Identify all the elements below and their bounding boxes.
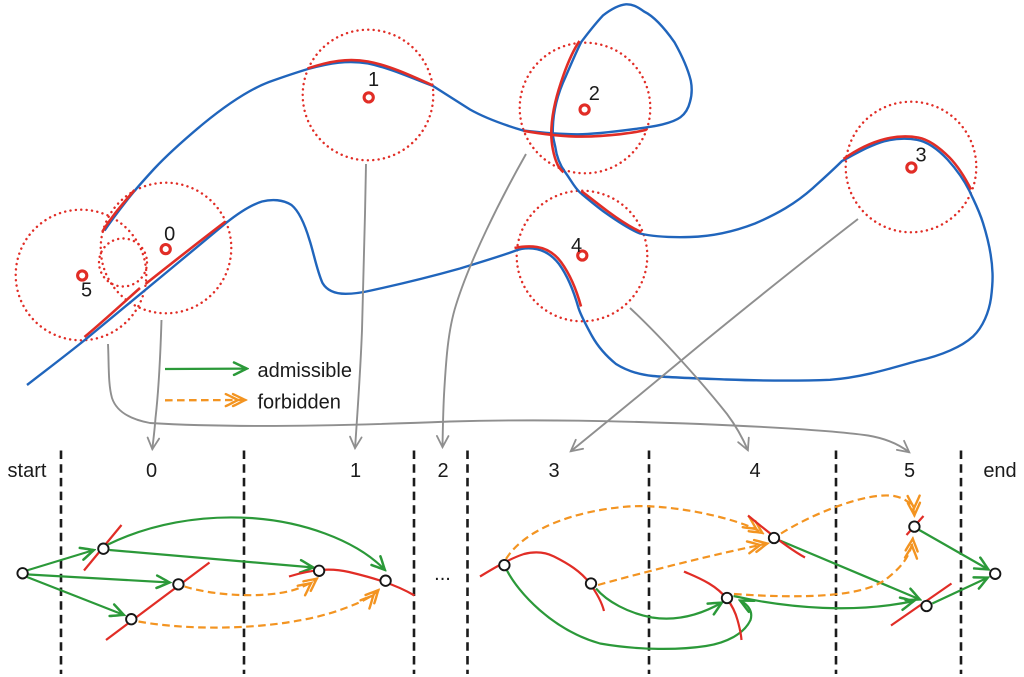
svg-text:5: 5 [81, 280, 92, 302]
svg-text:5: 5 [904, 460, 915, 482]
svg-text:4: 4 [571, 235, 582, 257]
svg-text:...: ... [434, 563, 451, 585]
svg-text:2: 2 [437, 460, 448, 482]
svg-text:start: start [8, 460, 47, 482]
svg-text:3: 3 [915, 145, 926, 167]
svg-text:end: end [983, 460, 1016, 482]
svg-text:0: 0 [146, 460, 157, 482]
svg-text:3: 3 [548, 460, 559, 482]
svg-text:4: 4 [749, 460, 760, 482]
svg-text:1: 1 [350, 460, 361, 482]
svg-text:2: 2 [589, 83, 600, 105]
svg-text:1: 1 [368, 69, 379, 91]
svg-text:admissible: admissible [258, 360, 352, 382]
svg-text:0: 0 [164, 224, 175, 246]
svg-text:forbidden: forbidden [258, 392, 341, 414]
